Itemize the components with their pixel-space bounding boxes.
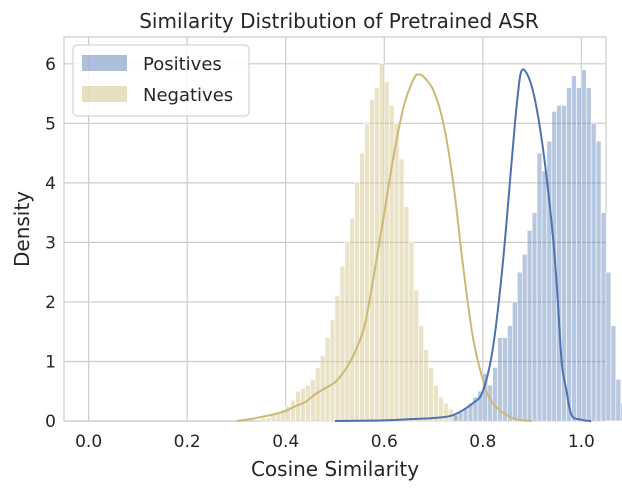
histogram-bar-positives <box>615 379 622 422</box>
histogram-bar-negatives <box>428 367 434 422</box>
histogram-bar-negatives <box>433 384 439 422</box>
histogram-bar-negatives <box>334 295 341 422</box>
y-tick-label: 5 <box>45 114 56 134</box>
histogram-bar-positives <box>536 152 543 422</box>
histogram-bar-negatives <box>344 242 351 422</box>
histogram-bar-negatives <box>398 158 405 422</box>
histogram-bar-positives <box>610 325 617 422</box>
histogram-bar-negatives <box>443 402 449 422</box>
histogram-bar-negatives <box>324 337 331 422</box>
histogram-bar-positives <box>576 87 582 422</box>
histogram-bar-positives <box>620 402 622 422</box>
histogram-bar-negatives <box>260 417 267 422</box>
histogram-bar-positives <box>590 123 597 422</box>
histogram-bar-negatives <box>369 99 375 422</box>
histogram-bar-negatives <box>393 123 400 422</box>
histogram-bars <box>260 63 622 422</box>
histogram-bar-negatives <box>349 218 356 422</box>
y-tick-label: 2 <box>45 293 56 313</box>
histogram-bar-negatives <box>383 81 390 422</box>
histogram-bar-negatives <box>408 242 415 422</box>
histogram-bar-positives <box>462 408 469 422</box>
legend-swatch-negatives <box>82 86 127 102</box>
histogram-bar-positives <box>502 337 508 422</box>
histogram-bar-positives <box>541 170 548 422</box>
y-tick-label: 0 <box>45 412 56 432</box>
histogram-bar-positives <box>526 230 533 422</box>
histogram-bar-positives <box>605 271 612 422</box>
histogram-bar-positives <box>566 87 572 422</box>
y-tick-label: 6 <box>45 55 56 75</box>
histogram-bar-positives <box>581 69 587 422</box>
histogram-bar-positives <box>531 212 538 422</box>
legend-box <box>72 44 250 117</box>
histogram-bar-negatives <box>418 325 424 422</box>
histogram-bar-positives <box>556 105 562 422</box>
histogram-bar-negatives <box>270 414 277 422</box>
histogram-bar-positives <box>507 325 513 422</box>
histogram-bar-positives <box>492 367 498 422</box>
y-tick-label: 4 <box>45 174 56 194</box>
x-tick-labels: 0.0 0.2 0.4 0.6 0.8 1.0 <box>75 432 595 452</box>
legend-label-positives: Positives <box>143 54 222 75</box>
x-tick-label: 0.0 <box>75 432 102 452</box>
y-tick-label: 1 <box>45 352 56 372</box>
x-axis-label: Cosine Similarity <box>251 457 419 481</box>
histogram-bar-negatives <box>310 379 316 422</box>
legend: Positives Negatives <box>72 44 250 117</box>
histogram-bar-negatives <box>364 123 370 422</box>
x-tick-label: 0.4 <box>272 432 299 452</box>
histogram-bar-positives <box>571 75 577 422</box>
histogram-bar-negatives <box>265 417 272 422</box>
histogram-bar-negatives <box>423 349 429 422</box>
histogram-bar-negatives <box>413 289 420 422</box>
histogram-bar-positives <box>521 254 528 422</box>
chart-title: Similarity Distribution of Pretrained AS… <box>139 9 539 33</box>
x-tick-label: 0.2 <box>174 432 201 452</box>
histogram-bar-negatives <box>339 265 346 422</box>
histogram-bar-negatives <box>359 152 365 422</box>
histogram-bar-positives <box>517 271 523 422</box>
y-axis-label: Density <box>10 191 34 267</box>
density-curves <box>236 68 592 422</box>
y-tick-label: 3 <box>45 233 56 253</box>
histogram-bar-positives <box>452 414 459 422</box>
kde-curve-negatives <box>236 73 533 422</box>
legend-swatch-positives <box>82 55 127 71</box>
histogram-bar-positives <box>600 212 607 422</box>
histogram-bar-negatives <box>354 182 360 422</box>
histogram-bar-positives <box>512 301 518 422</box>
histogram-bar-negatives <box>329 319 336 422</box>
x-tick-label: 0.8 <box>469 432 496 452</box>
histogram-bar-negatives <box>290 399 296 422</box>
histogram-bar-positives <box>585 87 592 422</box>
histogram-bar-positives <box>595 140 602 422</box>
x-tick-label: 0.6 <box>371 432 398 452</box>
histogram-bar-negatives <box>403 206 410 422</box>
x-tick-label: 1.0 <box>568 432 595 452</box>
kde-curve-positives <box>334 68 592 422</box>
y-tick-labels: 0 1 2 3 4 5 6 <box>45 55 56 432</box>
histogram-bar-negatives <box>305 384 311 422</box>
legend-label-negatives: Negatives <box>143 85 233 106</box>
